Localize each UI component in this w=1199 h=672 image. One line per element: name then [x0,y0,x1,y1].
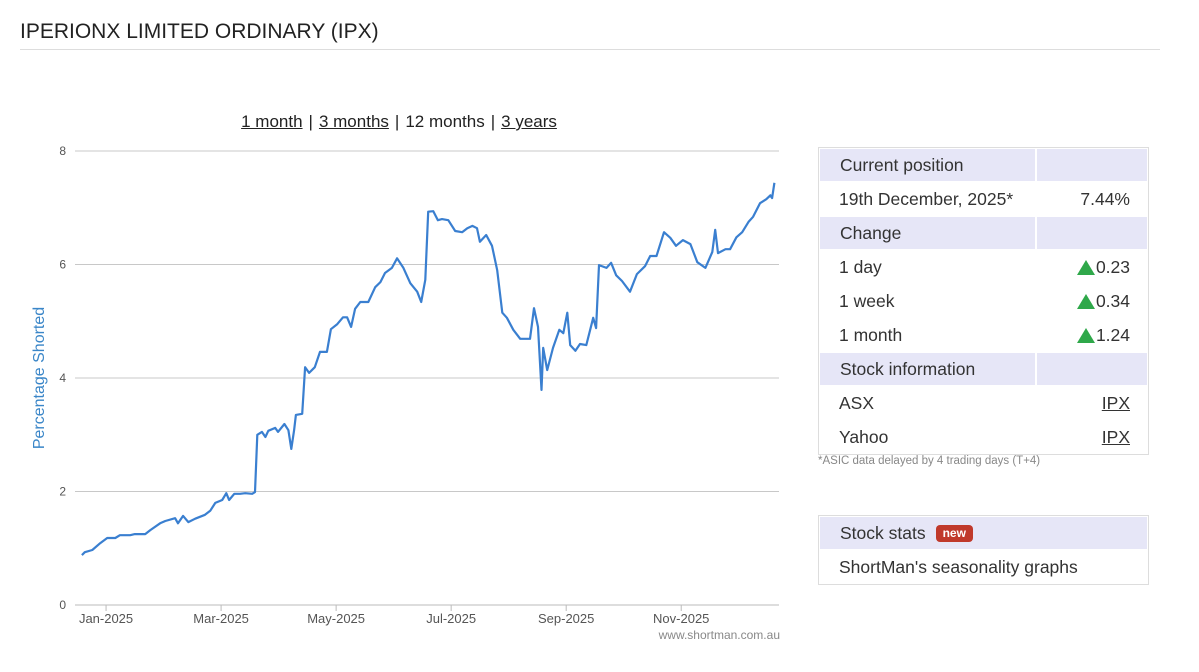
period-current: 12 months [405,112,485,131]
table-row: 1 month 1.24 [819,318,1148,352]
stock-link[interactable]: IPX [1101,426,1130,447]
row-label: Yahoo [839,426,889,447]
x-tick-label: May-2025 [307,611,365,626]
section-heading-row: Current position [820,149,1147,181]
row-value: 0.23 [1095,256,1130,277]
row-value-cell: IPX [1038,393,1148,414]
row-value-cell: 0.23 [1038,257,1148,278]
new-badge: new [935,524,973,542]
y-tick-label: 0 [59,598,66,612]
stock-link[interactable]: IPX [1101,392,1130,413]
row-value-cell: 1.24 [1038,325,1148,346]
row-label: 1 week [839,290,895,311]
up-arrow [1076,259,1095,275]
section-heading: Current position [840,154,964,175]
stats-heading-cell: Stock stats new [820,523,1147,544]
stats-box: Stock stats new ShortMan's seasonality gr… [818,515,1149,585]
x-tick-label: Jul-2025 [426,611,476,626]
row-label: ASX [839,392,875,413]
row-value-cell: 0.34 [1038,291,1148,312]
heading-spacer [1035,217,1147,249]
table-row: Yahoo IPX [819,420,1148,454]
section-heading-row: Change [820,217,1147,249]
row-label: 19th December, 2025* [839,188,1014,209]
heading-spacer [1035,353,1147,385]
table-row: ASX IPX [819,386,1148,420]
data-line [81,182,776,556]
y-tick-label: 2 [59,485,66,499]
row-value: 0.34 [1095,290,1130,311]
chart: Percentage Shorted www.shortman.com.au 0… [31,144,780,642]
y-tick-label: 8 [59,144,66,158]
section-heading: Stock information [840,358,976,379]
seasonality-link[interactable]: seasonality graphs [931,556,1078,577]
table-row: 1 week 0.34 [819,284,1148,318]
footnote: *ASIC data delayed by 4 trading days (T+… [818,455,1041,467]
heading-spacer [1035,149,1147,181]
x-tick-label: Mar-2025 [193,611,249,626]
y-tick-label: 6 [59,258,66,272]
table-row: 1 day 0.23 [819,250,1148,284]
row-value: 1.24 [1095,324,1130,345]
up-arrow [1076,293,1095,309]
x-tick-label: Jan-2025 [79,611,133,626]
row-label: 1 month [839,324,903,345]
row-value-cell: 7.44% [1038,189,1148,210]
period-separator: | [490,112,496,131]
x-tick-label: Sep-2025 [538,611,594,626]
page-title: IPERIONX LIMITED ORDINARY (IPX) [20,20,379,43]
stats-row: ShortMan's seasonality graphs [819,550,1148,584]
period-link[interactable]: 3 years [501,112,557,131]
up-arrow [1076,327,1095,343]
row-label: 1 day [839,256,882,277]
x-tick-label: Nov-2025 [653,611,709,626]
period-link[interactable]: 3 months [318,112,389,131]
section-heading: Change [840,222,902,243]
y-axis-label: Percentage Shorted [31,307,48,449]
title-rule [20,49,1160,50]
period-selector: 1 month | 3 months | 12 months | 3 years [0,112,798,132]
stats-heading: Stock stats [840,522,926,543]
y-tick-label: 4 [59,371,66,385]
stats-text: ShortMan's [839,556,927,577]
stats-cell: ShortMan's seasonality graphs [819,557,1148,578]
period-separator: | [308,112,313,131]
position-table: Current position 19th December, 2025* 7.44… [818,147,1149,455]
period-separator: | [394,112,400,131]
table-row: 19th December, 2025* 7.44% [819,182,1148,216]
row-value-cell: IPX [1038,427,1148,448]
stats-heading-row: Stock stats new [820,517,1147,549]
watermark: www.shortman.com.au [658,628,780,642]
row-value: 7.44% [1080,188,1130,209]
period-link[interactable]: 1 month [241,112,303,131]
section-heading-row: Stock information [820,353,1147,385]
